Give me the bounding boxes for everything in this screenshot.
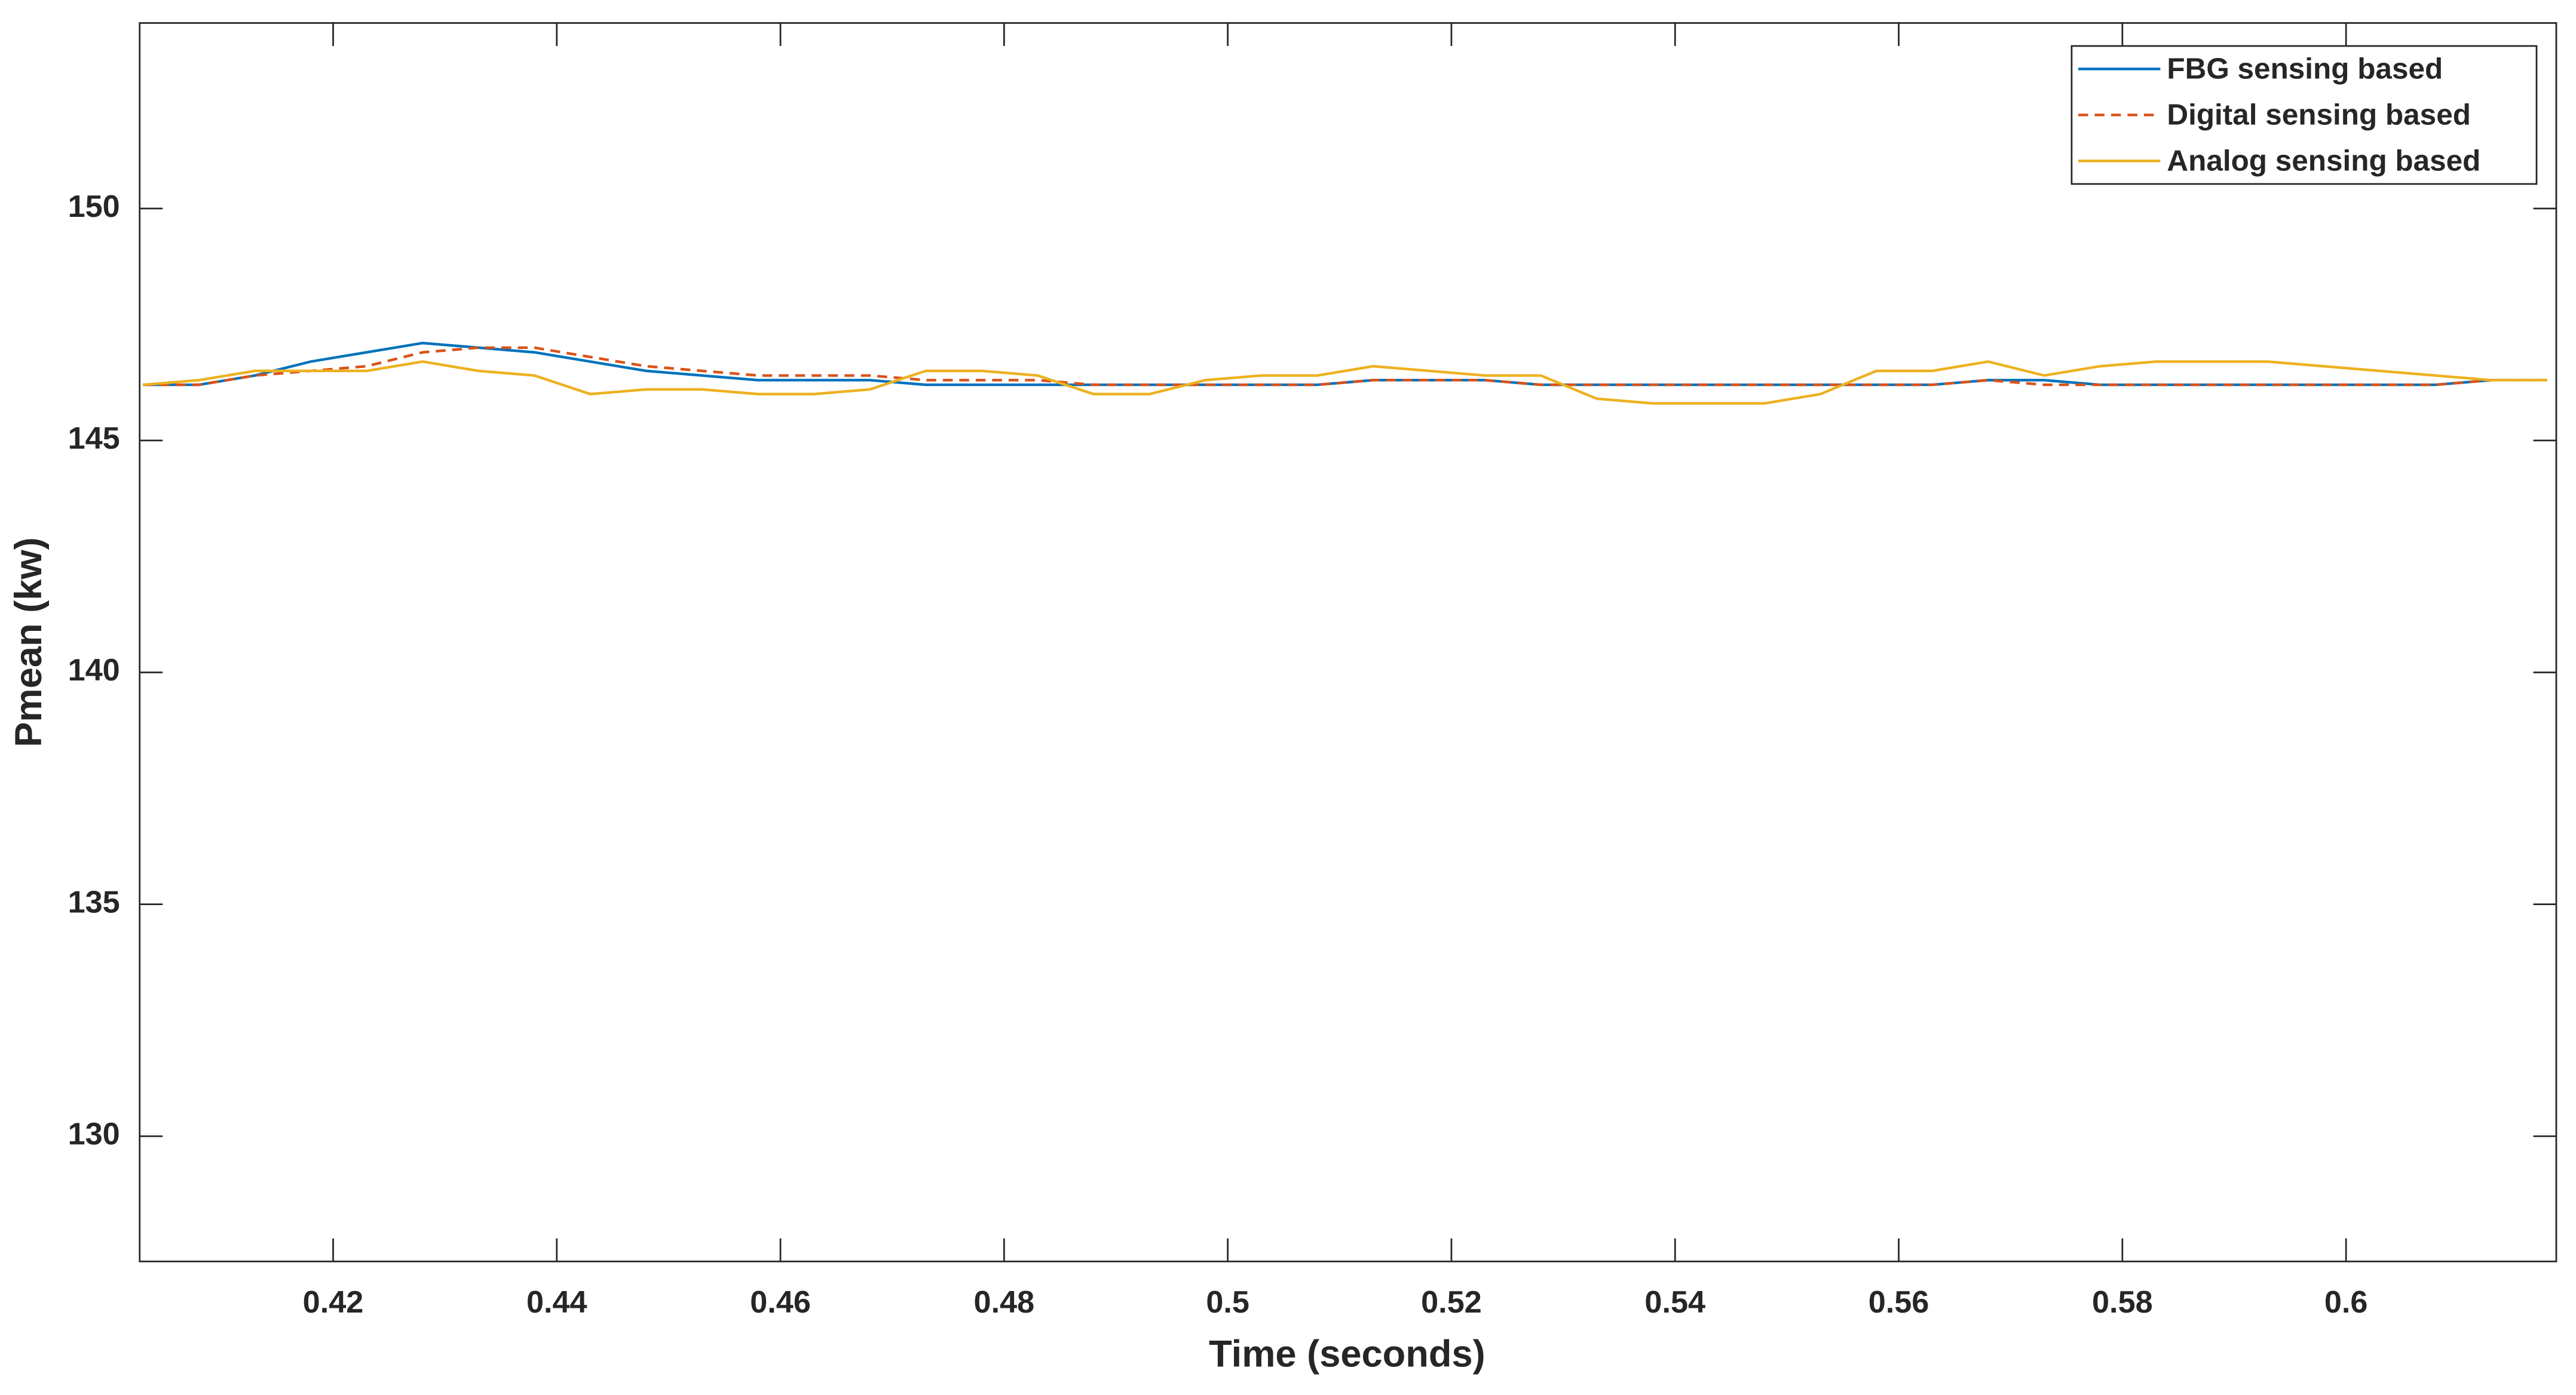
x-tick-label: 0.42 bbox=[303, 1285, 364, 1320]
y-tick-label: 130 bbox=[68, 1117, 120, 1152]
x-tick-label: 0.44 bbox=[526, 1285, 587, 1320]
x-tick-label: 0.56 bbox=[1869, 1285, 1929, 1320]
x-axis-label: Time (seconds) bbox=[1209, 1333, 1485, 1375]
x-tick-label: 0.6 bbox=[2324, 1285, 2368, 1320]
y-tick-label: 145 bbox=[68, 421, 120, 456]
x-tick-label: 0.52 bbox=[1421, 1285, 1482, 1320]
series-line bbox=[143, 346, 2547, 387]
legend-label: Analog sensing based bbox=[2167, 144, 2480, 177]
y-tick-label: 140 bbox=[68, 653, 120, 688]
y-tick-label: 150 bbox=[68, 189, 120, 224]
x-tick-label: 0.5 bbox=[1206, 1285, 1249, 1320]
plot-frame bbox=[139, 22, 2557, 1262]
x-tick-label: 0.46 bbox=[750, 1285, 811, 1320]
series-line bbox=[143, 360, 2547, 405]
legend-label: FBG sensing based bbox=[2167, 52, 2443, 85]
x-tick-label: 0.48 bbox=[974, 1285, 1035, 1320]
x-tick-label: 0.54 bbox=[1644, 1285, 1705, 1320]
y-tick-label: 135 bbox=[68, 885, 120, 919]
legend-label: Digital sensing based bbox=[2167, 98, 2471, 131]
x-tick-label: 0.58 bbox=[2092, 1285, 2153, 1320]
y-axis-label: Pmean (kw) bbox=[8, 537, 50, 747]
